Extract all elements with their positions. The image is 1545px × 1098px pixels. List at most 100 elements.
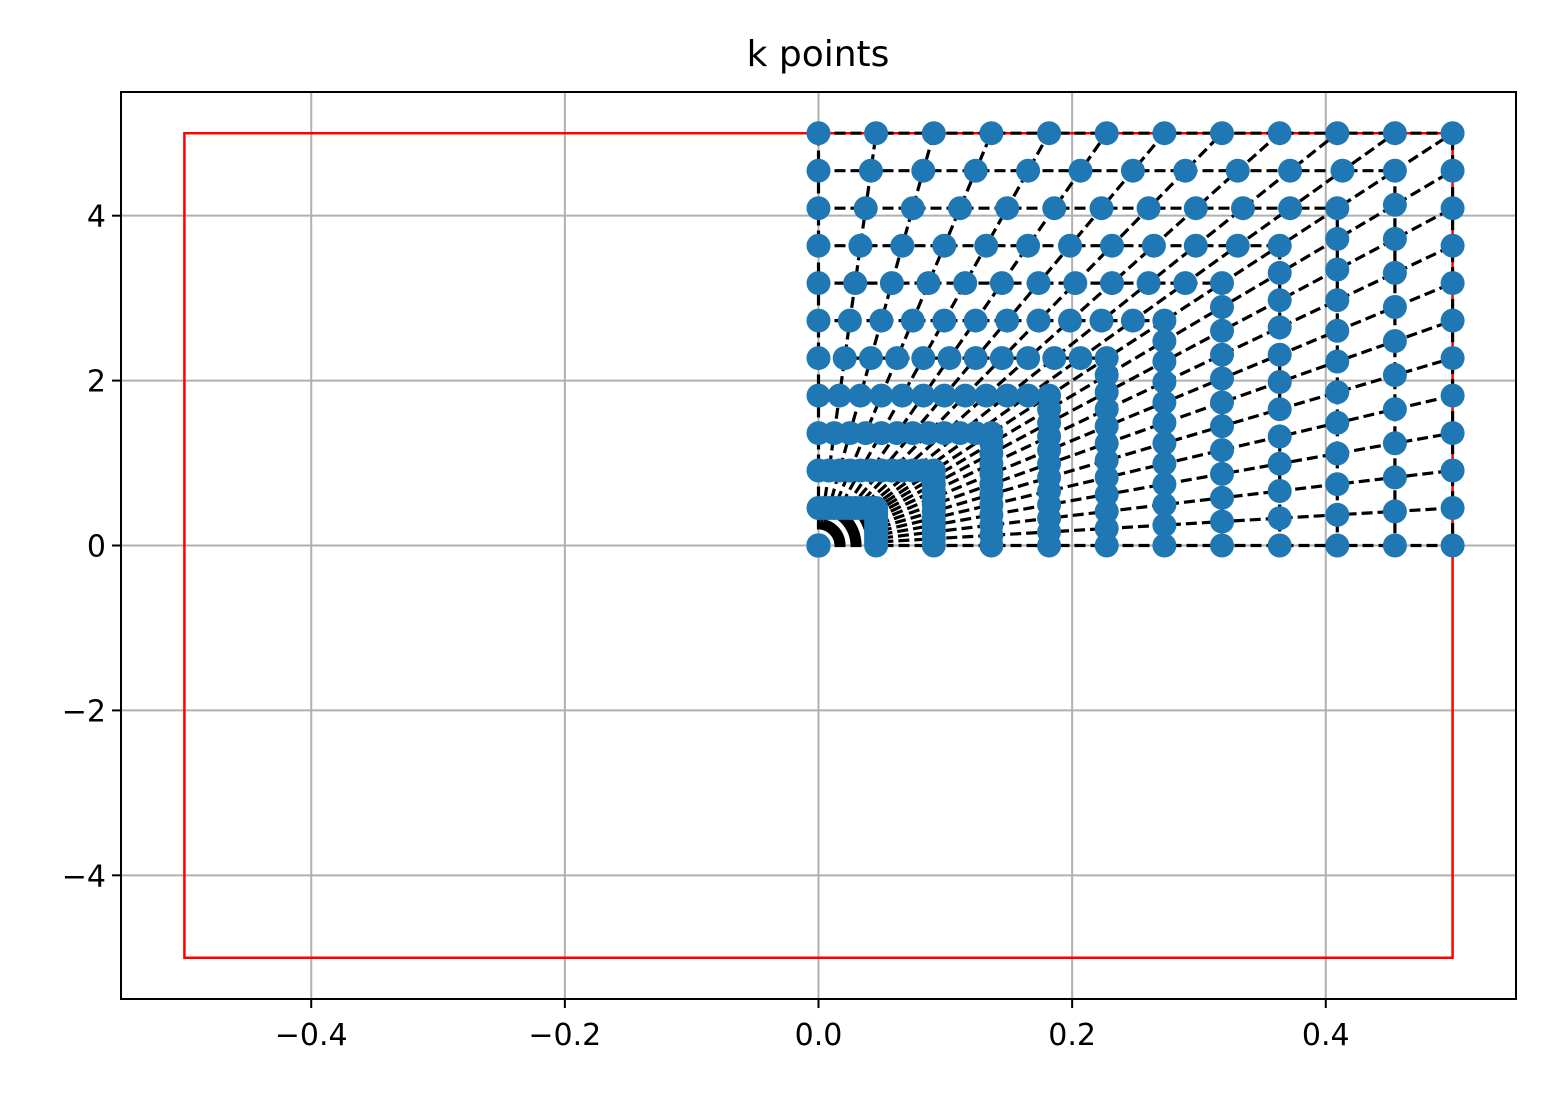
k-point	[838, 309, 862, 333]
k-point	[1441, 459, 1465, 483]
k-point	[964, 159, 988, 183]
k-point	[1152, 431, 1176, 455]
k-point	[1441, 421, 1465, 445]
k-point	[932, 234, 956, 258]
k-point	[974, 234, 998, 258]
k-point	[1210, 510, 1234, 534]
k-point	[974, 384, 998, 408]
k-point	[1037, 534, 1061, 558]
k-point	[932, 309, 956, 333]
k-point	[1210, 121, 1234, 145]
k-point	[1210, 438, 1234, 462]
k-point	[979, 534, 1003, 558]
k-point	[1210, 319, 1234, 343]
k-point	[964, 346, 988, 370]
k-point	[979, 121, 1003, 145]
k-point	[1173, 271, 1197, 295]
k-point	[1069, 346, 1093, 370]
k-point	[864, 534, 888, 558]
k-point	[1100, 234, 1124, 258]
k-point	[1142, 234, 1166, 258]
k-point	[807, 196, 831, 220]
k-point	[1152, 309, 1176, 333]
k-point	[1268, 261, 1292, 285]
k-point	[833, 346, 857, 370]
x-tick-label: 0.2	[1048, 1018, 1096, 1053]
k-point	[1278, 196, 1302, 220]
k-point	[1441, 121, 1465, 145]
k-point	[1016, 384, 1040, 408]
k-point	[1383, 261, 1407, 285]
k-point	[1325, 196, 1349, 220]
k-point	[1058, 309, 1082, 333]
k-point	[1016, 346, 1040, 370]
k-point	[1383, 121, 1407, 145]
k-point	[1152, 534, 1176, 558]
k-point	[1268, 370, 1292, 394]
k-point	[890, 234, 914, 258]
k-point	[1325, 258, 1349, 282]
k-point	[911, 346, 935, 370]
k-point	[1226, 159, 1250, 183]
k-point	[1325, 121, 1349, 145]
k-point	[828, 384, 852, 408]
k-point	[1069, 159, 1093, 183]
k-point	[990, 271, 1014, 295]
k-point	[807, 234, 831, 258]
k-point	[1210, 414, 1234, 438]
k-point	[995, 309, 1019, 333]
k-point	[1016, 159, 1040, 183]
k-point	[843, 271, 867, 295]
k-point	[1210, 486, 1234, 510]
k-point	[1325, 227, 1349, 251]
k-point	[1383, 363, 1407, 387]
k-point	[1100, 271, 1124, 295]
k-point	[1278, 159, 1302, 183]
k-point	[1152, 350, 1176, 374]
k-point	[1325, 350, 1349, 374]
k-point	[995, 384, 1019, 408]
k-point	[917, 271, 941, 295]
y-tick-label: −4	[62, 859, 106, 894]
k-point	[807, 384, 831, 408]
k-point	[1441, 271, 1465, 295]
k-point	[1441, 309, 1465, 333]
k-point	[1325, 503, 1349, 527]
k-point	[990, 346, 1014, 370]
chart-title: k points	[747, 34, 890, 75]
k-point	[869, 309, 893, 333]
k-point	[1441, 159, 1465, 183]
k-point	[1268, 315, 1292, 339]
k-point	[1210, 271, 1234, 295]
k-point	[1325, 288, 1349, 312]
k-point	[1268, 288, 1292, 312]
k-point	[1152, 493, 1176, 517]
k-point	[1016, 234, 1040, 258]
k-point	[1042, 346, 1066, 370]
x-tick-label: 0.0	[795, 1018, 843, 1053]
k-point	[1383, 431, 1407, 455]
x-tick-label: 0.4	[1302, 1018, 1350, 1053]
k-point	[1268, 425, 1292, 449]
k-point	[953, 384, 977, 408]
k-point	[1210, 462, 1234, 486]
k-point	[848, 234, 872, 258]
k-point	[1268, 343, 1292, 367]
k-point	[1268, 234, 1292, 258]
k-point	[1383, 499, 1407, 523]
k-point	[922, 534, 946, 558]
k-point	[1137, 271, 1161, 295]
k-point	[1383, 397, 1407, 421]
k-point	[1090, 196, 1114, 220]
k-point	[1231, 196, 1255, 220]
k-point	[1027, 309, 1051, 333]
y-tick-label: −2	[62, 694, 106, 729]
y-tick-label: 0	[87, 530, 106, 565]
k-point	[1210, 390, 1234, 414]
k-point	[948, 196, 972, 220]
k-point	[1383, 534, 1407, 558]
k-point	[807, 309, 831, 333]
y-tick-label: 2	[87, 365, 106, 400]
k-point	[1268, 534, 1292, 558]
k-point	[1037, 121, 1061, 145]
